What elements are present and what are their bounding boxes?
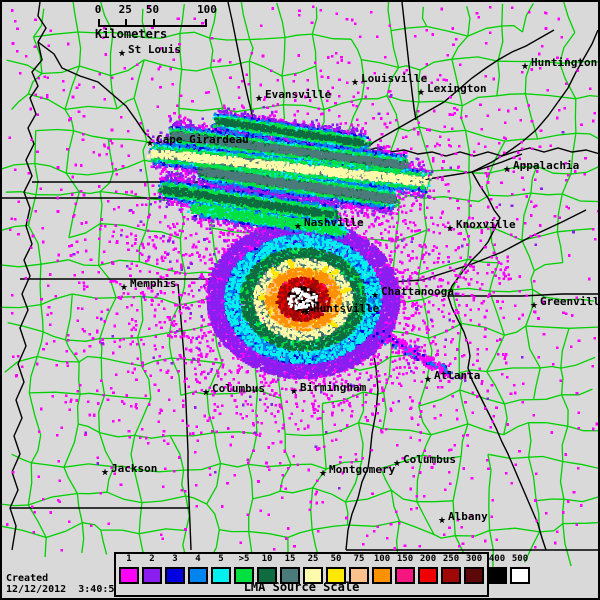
legend-entry-400[interactable]: 400: [486, 554, 508, 584]
legend-entry-swatch: [395, 567, 415, 584]
legend-entry-label: 10: [261, 554, 273, 564]
legend-entry-200[interactable]: 200: [417, 554, 439, 584]
created-datetime: 12/12/2012 3:40:54: [6, 584, 120, 595]
scale-bar: 0 25 50 100 Kilometers: [94, 3, 217, 44]
legend-entry-swatch: [165, 567, 185, 584]
legend-entry-swatch: [418, 567, 438, 584]
legend-swatch-row: 1 2 3 4 5 >5 10 15 25 50 75 100 150 200 250 300 400 500: [118, 554, 532, 586]
legend-entry-100[interactable]: 100: [371, 554, 393, 584]
legend-entry-label: 75: [353, 554, 365, 564]
legend-entry-gt5[interactable]: >5: [233, 554, 255, 584]
legend-entry-150[interactable]: 150: [394, 554, 416, 584]
legend-entry-label: 500: [511, 554, 529, 564]
created-label: Created: [6, 573, 49, 584]
scale-tick-mark: [98, 19, 100, 27]
legend-entry-swatch: [119, 567, 139, 584]
legend-entry-5[interactable]: 5: [210, 554, 232, 584]
scale-tick-label-0: 0: [94, 3, 102, 16]
legend-entry-swatch: [280, 567, 300, 584]
legend-entry-25[interactable]: 25: [302, 554, 324, 584]
legend-entry-label: 300: [465, 554, 483, 564]
scale-tick-mark: [125, 19, 128, 27]
legend-entry-2[interactable]: 2: [141, 554, 163, 584]
scale-tick-label-50: 50: [145, 3, 160, 16]
legend-entry-label: 3: [172, 554, 178, 564]
scale-tick-label-25: 25: [118, 3, 132, 16]
created-time: 3:40:54: [78, 584, 121, 595]
scale-units-label: Kilometers: [95, 27, 168, 41]
created-timestamp: Created 12/12/2012 3:40:54: [6, 573, 120, 595]
legend-entry-swatch: [257, 567, 277, 584]
legend-entry-label: 1: [126, 554, 132, 564]
legend-panel: 1 2 3 4 5 >5 10 15 25 50 75 100 150 200 250 300 400 500 L…: [114, 552, 530, 597]
legend-title: LMA Source Scale: [243, 580, 360, 594]
scale-ruler: [98, 18, 207, 27]
legend-entry-swatch: [234, 567, 254, 584]
legend-entry-4[interactable]: 4: [187, 554, 209, 584]
legend-entry-label: 15: [284, 554, 296, 564]
scale-tick-mark: [205, 19, 207, 27]
scale-tick-labels: 0 25 50 100: [94, 3, 217, 17]
legend-entry-label: 400: [488, 554, 506, 564]
legend-entry-500[interactable]: 500: [509, 554, 531, 584]
legend-entry-swatch: [303, 567, 323, 584]
created-date: 12/12/2012: [6, 584, 67, 595]
legend-entry-label: 100: [373, 554, 391, 564]
legend-entry-label: 150: [396, 554, 414, 564]
legend-entry-label: 250: [442, 554, 460, 564]
legend-entry-300[interactable]: 300: [463, 554, 485, 584]
legend-entry-swatch: [464, 567, 484, 584]
legend-entry-15[interactable]: 15: [279, 554, 301, 584]
scale-tick-label-100: 100: [197, 3, 217, 16]
legend-entry-3[interactable]: 3: [164, 554, 186, 584]
legend-entry-label: 4: [195, 554, 201, 564]
legend-entry-swatch: [142, 567, 162, 584]
legend-entry-10[interactable]: 10: [256, 554, 278, 584]
created-separator: [66, 584, 78, 595]
legend-entry-1[interactable]: 1: [118, 554, 140, 584]
legend-entry-label: 2: [149, 554, 155, 564]
legend-entry-50[interactable]: 50: [325, 554, 347, 584]
legend-entry-label: 200: [419, 554, 437, 564]
legend-entry-75[interactable]: 75: [348, 554, 370, 584]
legend-entry-swatch: [188, 567, 208, 584]
legend-entry-swatch: [349, 567, 369, 584]
legend-entry-swatch: [372, 567, 392, 584]
legend-entry-label: 50: [330, 554, 342, 564]
legend-entry-swatch: [510, 567, 530, 584]
scale-tick-mark: [152, 19, 155, 27]
legend-entry-label: 5: [218, 554, 224, 564]
legend-entry-swatch: [211, 567, 231, 584]
legend-entry-label: >5: [238, 554, 250, 564]
legend-entry-250[interactable]: 250: [440, 554, 462, 584]
legend-entry-swatch: [487, 567, 507, 584]
legend-entry-swatch: [326, 567, 346, 584]
legend-entry-label: 25: [307, 554, 319, 564]
legend-entry-swatch: [441, 567, 461, 584]
